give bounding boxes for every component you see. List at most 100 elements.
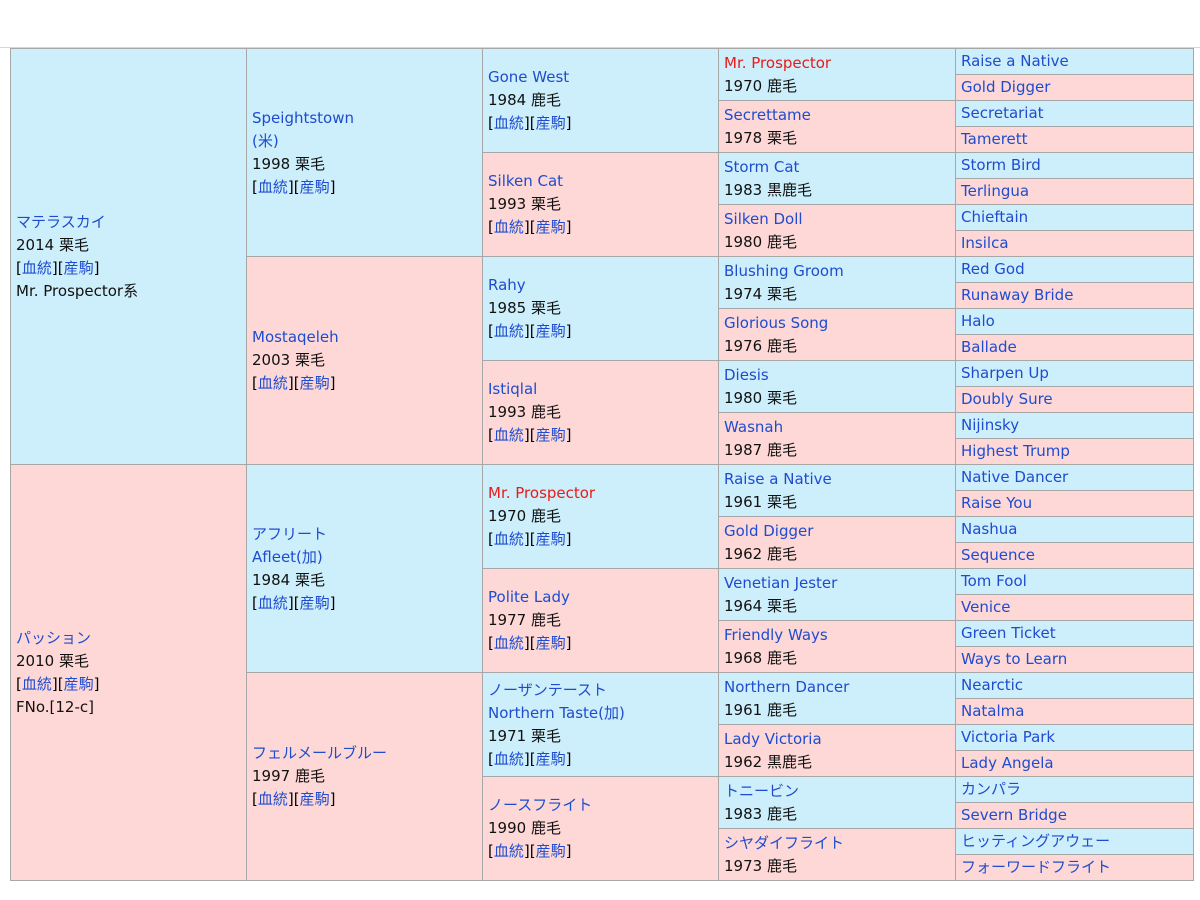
pedigree-row: Friendly Ways 1968 鹿毛 Green Ticket (11, 620, 1194, 673)
horse-name-link[interactable]: Lady Angela (961, 754, 1054, 772)
gen2-2-produce-link[interactable]: 産駒 (299, 593, 330, 612)
pedigree-row: Ballade (11, 334, 1194, 361)
horse-name-link[interactable]: パッション (16, 628, 92, 647)
gen3-6-bloodline-link[interactable]: 血統 (493, 749, 524, 768)
gen3-2-produce-link[interactable]: 産駒 (535, 322, 566, 340)
gen2-3-produce-link[interactable]: 産駒 (299, 790, 330, 808)
pedigree-row: Insilca (11, 230, 1194, 257)
horse-name-link[interactable]: Speightstown (252, 108, 354, 127)
horse-name-link[interactable]: Tamerett (961, 130, 1028, 148)
horse-name-link[interactable]: Venice (961, 598, 1011, 616)
horse-name-link[interactable]: Native Dancer (961, 468, 1069, 486)
horse-name-link[interactable]: Storm Cat (724, 157, 800, 176)
gen3-0-produce-link[interactable]: 産駒 (535, 114, 566, 132)
gen3-4-bloodline-link[interactable]: 血統 (493, 530, 524, 548)
horse-name-link[interactable]: Severn Bridge (961, 806, 1067, 824)
gen3-4-produce-link[interactable]: 産駒 (535, 530, 566, 548)
horse-name-link[interactable]: シヤダイフライト (724, 833, 845, 852)
gen2-0-produce-link[interactable]: 産駒 (299, 177, 330, 196)
horse-name-link[interactable]: Lady Victoria (724, 729, 822, 748)
gen3-2-bloodline-link[interactable]: 血統 (493, 322, 524, 340)
gen1-0-bloodline-link[interactable]: 血統 (21, 258, 52, 277)
gen2-0-bloodline-link[interactable]: 血統 (257, 177, 288, 196)
horse-name-link[interactable]: Natalma (961, 702, 1025, 720)
horse-name-link[interactable]: カンパラ (961, 780, 1022, 798)
horse-name-link[interactable]: Storm Bird (961, 156, 1041, 174)
horse-name-link[interactable]: Venetian Jester (724, 573, 838, 592)
horse-name-link[interactable]: Nearctic (961, 676, 1024, 694)
horse-name-link[interactable]: Mostaqeleh (252, 328, 339, 346)
horse-name-link[interactable]: マテラスカイ (16, 212, 106, 231)
gen3-7-bloodline-link[interactable]: 血統 (493, 842, 524, 860)
gen3-5-produce-link[interactable]: 産駒 (535, 634, 566, 652)
gen2-1-bloodline-link[interactable]: 血統 (257, 374, 288, 392)
horse-name-link[interactable]: Nashua (961, 520, 1018, 538)
horse-name-link[interactable]: Victoria Park (961, 728, 1056, 746)
gen3-1-bloodline-link[interactable]: 血統 (493, 218, 524, 236)
horse-name-link[interactable]: Sequence (961, 546, 1035, 564)
gen1-1-produce-link[interactable]: 産駒 (63, 674, 94, 693)
gen2-3-bloodline-link[interactable]: 血統 (257, 790, 288, 808)
gen1-1-bloodline-link[interactable]: 血統 (21, 674, 52, 693)
gen3-7-produce-link[interactable]: 産駒 (535, 842, 566, 860)
gen2-1-produce-link[interactable]: 産駒 (299, 374, 330, 392)
gen3-6-produce-link[interactable]: 産駒 (535, 749, 566, 768)
horse-name-link[interactable]: Raise You (961, 494, 1033, 512)
horse-name-link[interactable]: フォーワードフライト (961, 858, 1112, 876)
horse-name-link[interactable]: フェルメールブルー (252, 744, 388, 762)
horse-name-link[interactable]: Ways to Learn (961, 650, 1068, 668)
horse-name-link[interactable]: Northern Dancer (724, 677, 850, 696)
horse-name-link[interactable]: Nijinsky (961, 416, 1020, 434)
horse-name-link[interactable]: Glorious Song (724, 313, 829, 332)
horse-name-link[interactable]: Raise a Native (724, 469, 832, 488)
horse-name-link[interactable]: ヒッティングアウェー (961, 832, 1111, 850)
horse-alt-name-link[interactable]: Northern Taste(加) (488, 703, 625, 722)
horse-name-link[interactable]: Diesis (724, 365, 769, 384)
gen3-1-produce-link[interactable]: 産駒 (535, 218, 566, 236)
horse-name-link[interactable]: Wasnah (724, 417, 784, 436)
horse-name-link[interactable]: ノースフライト (488, 796, 593, 814)
horse-name-link[interactable]: Highest Trump (961, 442, 1070, 460)
horse-name-link[interactable]: Terlingua (961, 182, 1030, 200)
horse-name-link[interactable]: Istiqlal (488, 380, 538, 398)
horse-alt-name-link[interactable]: Afleet(加) (252, 547, 323, 566)
gen3-0-bloodline-link[interactable]: 血統 (493, 114, 524, 132)
horse-name-link[interactable]: Tom Fool (961, 572, 1027, 590)
horse-name-link[interactable]: Ballade (961, 338, 1017, 356)
horse-name-link[interactable]: Sharpen Up (961, 364, 1049, 382)
gen3-5-bloodline-link[interactable]: 血統 (493, 634, 524, 652)
horse-name-link[interactable]: Polite Lady (488, 588, 570, 606)
horse-name-link[interactable]: アフリート (252, 524, 328, 543)
horse-alt-name-link[interactable]: (米) (252, 131, 279, 150)
horse-name-link[interactable]: Secretariat (961, 104, 1044, 122)
pedigree-row: Lady Angela (11, 750, 1194, 777)
horse-name-link[interactable]: Gold Digger (724, 521, 814, 540)
gen3-3-bloodline-link[interactable]: 血統 (493, 426, 524, 444)
horse-name-link[interactable]: Green Ticket (961, 624, 1056, 642)
horse-name-link[interactable]: Chieftain (961, 208, 1029, 226)
horse-name-link[interactable]: Raise a Native (961, 52, 1069, 70)
gen2-2-bloodline-link[interactable]: 血統 (257, 593, 288, 612)
horse-year-color: 1974 栗毛 (724, 284, 797, 303)
gen3-3-produce-link[interactable]: 産駒 (535, 426, 566, 444)
horse-name-link[interactable]: Blushing Groom (724, 261, 844, 280)
horse-name-link[interactable]: Silken Cat (488, 172, 564, 190)
horse-name-link[interactable]: Secrettame (724, 105, 811, 124)
horse-name-link[interactable]: Insilca (961, 234, 1009, 252)
horse-name-link[interactable]: ノーザンテースト (488, 680, 607, 699)
horse-name-link[interactable]: Friendly Ways (724, 625, 828, 644)
horse-name-link[interactable]: Rahy (488, 276, 526, 294)
horse-name-link[interactable]: Mr. Prospector (488, 484, 596, 502)
horse-name-link[interactable]: Doubly Sure (961, 390, 1053, 408)
gen2-cell: フェルメールブルー 1997 鹿毛 [血統][産駒] (246, 672, 483, 881)
horse-name-link[interactable]: トニービン (724, 781, 800, 800)
horse-name-link[interactable]: Runaway Bride (961, 286, 1074, 304)
horse-name-link[interactable]: Mr. Prospector (724, 53, 832, 72)
gen5-cell: Terlingua (955, 178, 1194, 205)
horse-name-link[interactable]: Silken Doll (724, 209, 803, 228)
horse-name-link[interactable]: Red God (961, 260, 1025, 278)
gen1-0-produce-link[interactable]: 産駒 (63, 258, 94, 277)
horse-name-link[interactable]: Gold Digger (961, 78, 1051, 96)
horse-name-link[interactable]: Gone West (488, 68, 570, 86)
horse-name-link[interactable]: Halo (961, 312, 995, 330)
